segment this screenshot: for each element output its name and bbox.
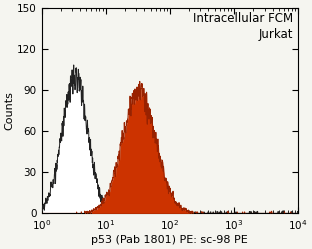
Y-axis label: Counts: Counts: [4, 91, 14, 130]
X-axis label: p53 (Pab 1801) PE: sc-98 PE: p53 (Pab 1801) PE: sc-98 PE: [91, 235, 248, 245]
Text: Intracellular FCM
Jurkat: Intracellular FCM Jurkat: [193, 12, 293, 41]
